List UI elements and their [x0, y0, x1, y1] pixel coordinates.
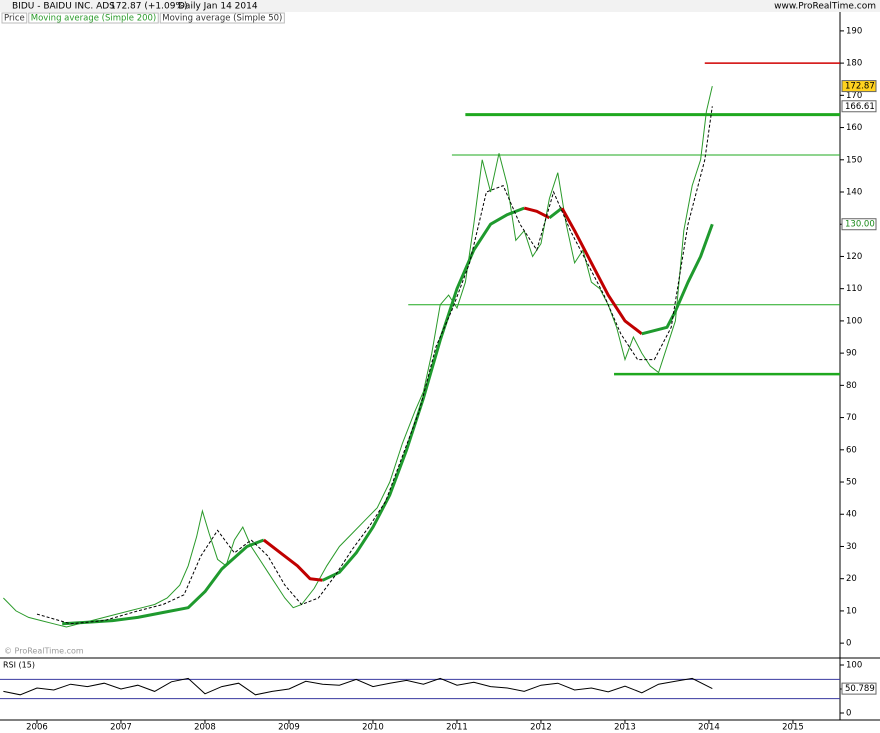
x-tick-label: 2011 — [446, 723, 468, 733]
quote: 172.87 (+1.09%) — [110, 2, 188, 12]
rsi-line — [3, 677, 713, 696]
x-tick-label: 2007 — [110, 723, 132, 733]
y-tick-label: 170 — [846, 91, 862, 101]
ma-line — [262, 538, 323, 582]
price-label: 130.00 — [845, 220, 875, 230]
legend-entry: Moving average (Simple 50) — [162, 14, 282, 24]
price-label-box — [841, 218, 877, 231]
ma-line — [36, 106, 713, 625]
y-tick-label: 150 — [846, 155, 862, 165]
x-tick-label: 2014 — [698, 723, 720, 733]
period: Daily Jan 14 2014 — [178, 2, 258, 12]
y-tick-label: 140 — [846, 188, 862, 198]
x-tick-label: 2009 — [278, 723, 300, 733]
rsi-title: RSI (15) — [3, 661, 35, 670]
legend-entry: Moving average (Simple 200) — [31, 14, 157, 24]
legend-box — [159, 12, 285, 24]
y-tick-label: 160 — [846, 123, 862, 133]
y-tick-label: 190 — [846, 26, 862, 36]
y-tick-label: 180 — [846, 59, 862, 69]
price-label: 172.87 — [845, 82, 875, 92]
legend-box — [28, 12, 159, 24]
y-tick-label: 80 — [846, 381, 857, 391]
ma-line — [523, 206, 551, 220]
y-tick-label: 60 — [846, 445, 857, 455]
y-tick-label: 100 — [846, 316, 862, 326]
x-tick-label: 2013 — [614, 723, 636, 733]
ma-line — [321, 206, 525, 582]
price-label-box — [841, 100, 877, 113]
y-tick-label: 10 — [846, 606, 857, 616]
ma-line — [641, 223, 714, 336]
rsi-tick-label: 100 — [846, 660, 862, 670]
price-line — [3, 85, 713, 628]
chart-title: BIDU - BAIDU INC. ADS — [12, 2, 115, 12]
y-tick-label: 120 — [846, 252, 862, 262]
header-bar — [0, 0, 880, 12]
x-tick-label: 2010 — [362, 723, 384, 733]
x-tick-label: 2006 — [26, 723, 48, 733]
legend-entry: Price — [4, 14, 25, 24]
y-tick-label: 20 — [846, 574, 857, 584]
y-tick-label: 50 — [846, 478, 857, 488]
y-tick-label: 90 — [846, 349, 857, 359]
y-tick-label: 30 — [846, 542, 857, 552]
rsi-label: 50.789 — [845, 684, 875, 694]
rsi-label-box — [841, 682, 877, 695]
y-tick-label: 110 — [846, 284, 862, 294]
x-tick-label: 2008 — [194, 723, 216, 733]
ma-line — [548, 206, 563, 219]
price-label: 166.61 — [845, 102, 875, 112]
x-tick-label: 2012 — [530, 723, 552, 733]
ma-line — [62, 538, 265, 626]
y-tick-label: 40 — [846, 510, 857, 520]
source: www.ProRealTime.com — [774, 2, 876, 12]
x-tick-label: 2015 — [782, 723, 804, 733]
y-tick-label: 0 — [846, 639, 851, 649]
ma-line — [560, 207, 643, 335]
legend-box — [1, 12, 28, 24]
rsi-tick-label: 0 — [846, 708, 851, 718]
watermark: © ProRealTime.com — [4, 647, 84, 656]
price-label-box — [841, 80, 877, 93]
y-tick-label: 70 — [846, 413, 857, 423]
